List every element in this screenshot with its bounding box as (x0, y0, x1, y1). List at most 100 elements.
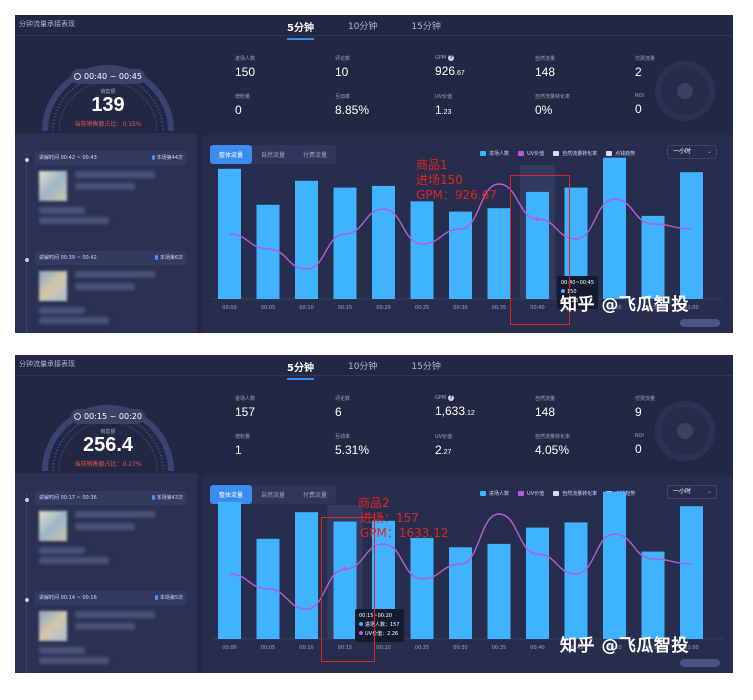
item-tag: 本场第5次 (154, 591, 183, 605)
bar-00:55[interactable] (641, 215, 665, 299)
segment-paid[interactable]: 付费流量 (303, 492, 328, 499)
metric-label-text: 增粉量 (235, 434, 251, 440)
sales-label: 销售额 (100, 429, 116, 435)
sales-label: 销售额 (100, 89, 116, 95)
chart-tooltip: 00:40~00:45 150 1.23 (557, 276, 599, 309)
legend-label: 自然流量转化率 (562, 491, 598, 497)
legend-swatch (606, 151, 613, 156)
timeline-dot (25, 158, 29, 162)
bar-00:40[interactable] (526, 527, 549, 639)
bar-00:45[interactable] (564, 522, 588, 639)
legend-item[interactable]: 自然流量转化率 (553, 150, 597, 157)
tab-5min[interactable]: 5分钟 (287, 356, 314, 380)
metric-value: 0 (635, 442, 733, 456)
bar-00:20[interactable] (372, 185, 395, 299)
mic-icon (151, 155, 155, 160)
metric-label-text: 付费流量 (635, 56, 656, 62)
metric-label: 评论数 (335, 395, 435, 402)
legend-label: 自然流量转化率 (562, 151, 598, 157)
metric-value: 1.23 (435, 103, 535, 117)
metric-8: 自然流量转化率 4.05% (535, 433, 635, 457)
annotation-line: GPM：926.67 (416, 188, 497, 202)
time-window-pill[interactable]: 00:15 ~ 00:20 (71, 409, 145, 424)
bar-00:35[interactable] (487, 208, 511, 299)
chart-scrollbar[interactable] (680, 659, 720, 667)
bar-01:00[interactable] (680, 172, 703, 299)
metric-value: 1,633.12 (435, 404, 535, 418)
decorative-orb (655, 401, 715, 461)
metric-label-text: 自然流量 (535, 396, 556, 402)
item-header: 讲解时间 00:39 ~ 00:42 本场第6次 (35, 251, 187, 265)
item-time: 讲解时间 00:14 ~ 00:16 (39, 595, 97, 601)
legend-swatch (518, 491, 525, 496)
blurred-text (75, 183, 135, 190)
bar-01:00[interactable] (680, 506, 703, 639)
bar-00:25[interactable] (410, 201, 434, 299)
tab-5min[interactable]: 5分钟 (287, 16, 314, 40)
bar-00:10[interactable] (295, 180, 318, 299)
metric-label-text: 评论数 (335, 56, 351, 62)
bar-00:55[interactable] (641, 551, 665, 639)
time-window-pill[interactable]: 00:40 ~ 00:45 (71, 69, 145, 84)
annotation-text: 商品2 进场：157 GPM：1633.12 (358, 496, 449, 541)
bar-00:50[interactable] (603, 157, 626, 299)
bar-00:30[interactable] (449, 211, 472, 299)
bar-00:00[interactable] (218, 501, 241, 639)
bar-00:50[interactable] (603, 491, 626, 639)
x-tick-label: 00:00 (222, 645, 236, 651)
traffic-segment-control: 整体流量 自然流量 付费流量 (210, 145, 337, 164)
list-item[interactable]: 讲解时间 00:17 ~ 00:36 本场第43次 (23, 491, 197, 581)
legend-item[interactable]: 进场人数 (480, 150, 509, 157)
segment-all[interactable]: 整体流量 (210, 145, 253, 164)
segment-natural[interactable]: 自然流量 (261, 152, 286, 159)
tab-10min[interactable]: 10分钟 (347, 362, 378, 372)
metric-value-main: 10 (335, 65, 349, 79)
metric-value-main: 1 (435, 103, 442, 117)
legend-item[interactable]: UV价值 (518, 490, 544, 497)
legend-item[interactable]: 自然流量转化率 (553, 490, 597, 497)
time-window: 00:40 ~ 00:45 (84, 72, 142, 81)
list-item[interactable]: 讲解时间 00:42 ~ 00:43 本场第44次 (23, 151, 197, 241)
metric-label-text: UV价值 (435, 94, 453, 100)
list-item[interactable]: 讲解时间 00:14 ~ 00:16 本场第5次 (23, 591, 197, 673)
bar-00:05[interactable] (256, 204, 280, 299)
bar-00:25[interactable] (410, 537, 434, 639)
legend-item[interactable]: 点钱趋势 (606, 150, 635, 157)
tab-15min[interactable]: 15分钟 (411, 362, 441, 372)
info-icon[interactable]: ? (448, 55, 455, 61)
bar-00:10[interactable] (295, 512, 318, 639)
bar-00:40[interactable] (526, 191, 549, 299)
legend-item[interactable]: UV价值 (518, 150, 544, 157)
segment-all[interactable]: 整体流量 (210, 485, 253, 504)
chart-scrollbar[interactable] (680, 319, 720, 327)
bar-00:45[interactable] (564, 187, 588, 299)
metrics-grid: 进场人数 150 评论数 10 GPM? 926.67 自然流量 148 付费流量 2 增粉量 0 互动… (235, 55, 705, 135)
segment-paid[interactable]: 付费流量 (303, 152, 328, 159)
product-thumbnail (39, 611, 67, 641)
metric-value-decimal: .23 (441, 109, 452, 116)
bar-00:30[interactable] (449, 547, 472, 639)
tab-10min[interactable]: 10分钟 (347, 22, 378, 32)
metric-2: GPM? 1,633.12 (435, 395, 535, 418)
bar-00:35[interactable] (487, 543, 511, 639)
tab-15min[interactable]: 15分钟 (411, 22, 441, 32)
metric-label-text: 互动率 (335, 434, 351, 440)
metric-value: 8.85% (335, 103, 435, 117)
range-select[interactable]: 一小时 ⌄ (667, 145, 717, 159)
x-tick-label: 00:30 (453, 305, 467, 311)
item-tag: 本场第43次 (151, 491, 183, 505)
item-tag-text: 本场第6次 (159, 255, 183, 261)
segment-natural[interactable]: 自然流量 (261, 492, 286, 499)
range-select[interactable]: 一小时 ⌄ (667, 485, 717, 499)
metric-value-main: 150 (235, 65, 256, 79)
bar-00:15[interactable] (333, 187, 357, 299)
legend-label: 进场人数 (489, 491, 510, 497)
metric-1: 评论数 6 (335, 395, 435, 419)
metric-value: 1 (235, 443, 335, 457)
blurred-text (39, 307, 85, 314)
list-item[interactable]: 讲解时间 00:39 ~ 00:42 本场第6次 (23, 251, 197, 333)
info-icon[interactable]: ? (448, 395, 455, 401)
legend-item[interactable]: 进场人数 (480, 490, 509, 497)
bar-00:15[interactable] (333, 521, 357, 639)
blurred-text (39, 317, 109, 324)
